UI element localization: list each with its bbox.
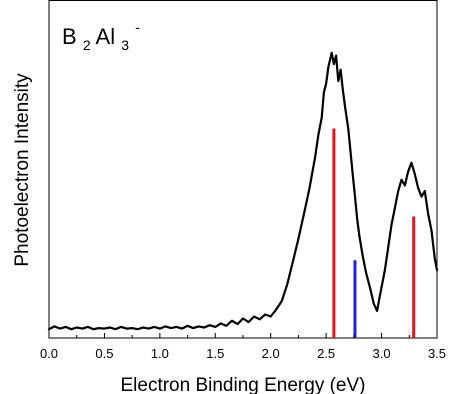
species-label-base: B <box>62 24 77 49</box>
species-label-sub2: 3 <box>121 37 129 53</box>
plot-area <box>47 0 439 339</box>
y-axis-title: Photoelectron Intensity <box>12 73 33 267</box>
x-axis: 0.0 0.5 1.0 1.5 2.0 2.5 3.0 3.5 <box>40 333 446 361</box>
x-tick-label-6: 3.0 <box>373 346 391 361</box>
species-label-sub1: 2 <box>83 37 91 53</box>
spectrum-line <box>47 51 439 331</box>
species-label: B 2 Al 3 - <box>62 19 140 55</box>
x-tick-label-1: 0.5 <box>95 346 113 361</box>
species-label-middle: Al <box>96 24 116 49</box>
x-tick-label-7: 3.5 <box>428 346 446 361</box>
species-label-sup: - <box>135 19 140 35</box>
x-tick-label-4: 2.0 <box>262 346 280 361</box>
stick-lines <box>332 128 416 338</box>
x-tick-label-3: 1.5 <box>206 346 224 361</box>
x-tick-label-5: 2.5 <box>317 346 335 361</box>
x-axis-title: Electron Binding Energy (eV) <box>120 375 365 394</box>
x-tick-label-0: 0.0 <box>40 346 58 361</box>
x-tick-label-2: 1.0 <box>151 346 169 361</box>
plot-frame <box>48 0 438 339</box>
